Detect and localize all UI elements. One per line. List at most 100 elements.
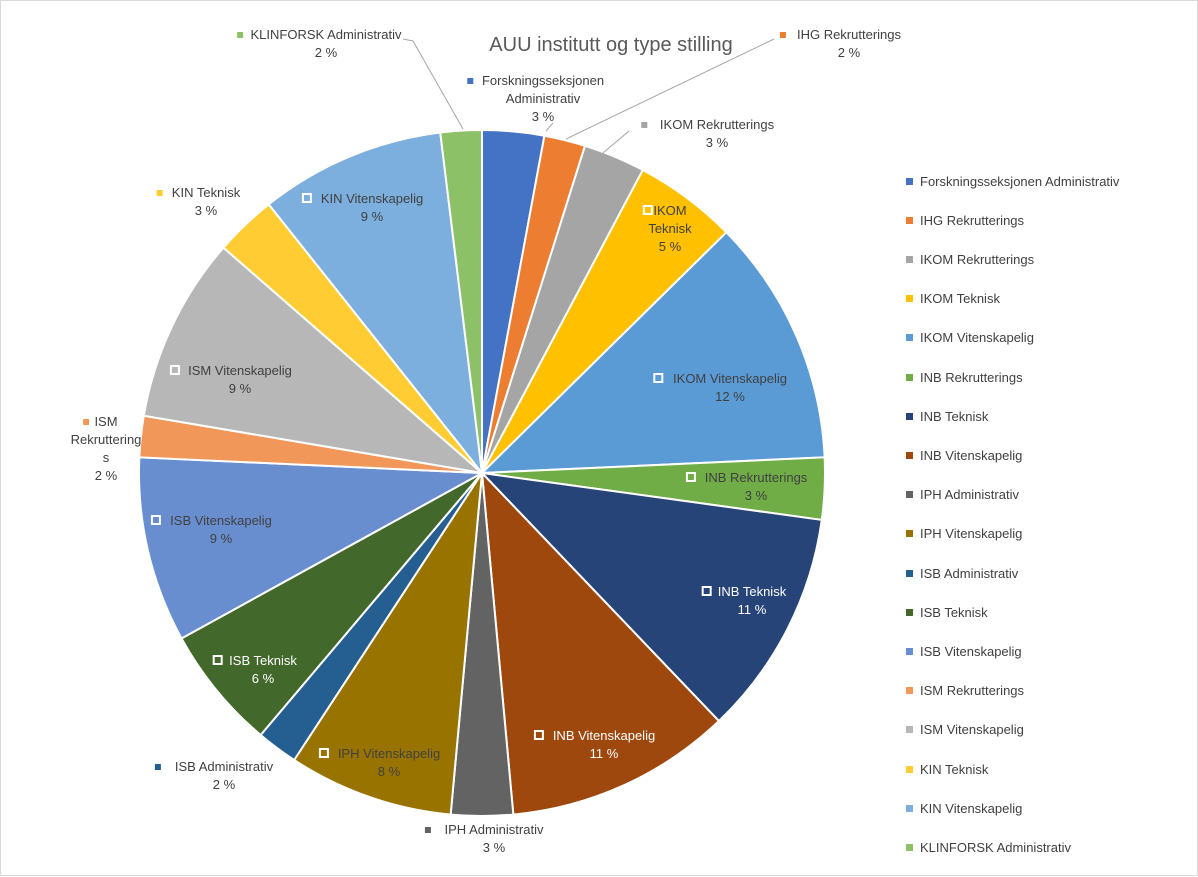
leader-line-ihg-rekrutterings	[565, 38, 775, 140]
data-label-text: KLINFORSK Administrativ	[251, 27, 402, 42]
data-label-key	[154, 764, 161, 770]
data-label-key	[685, 472, 696, 482]
data-label-kin-teknisk: KIN Teknisk 3 %	[156, 185, 241, 218]
legend-label: ISM Rekrutterings	[920, 683, 1025, 699]
data-label-klinforsk-administrativ: KLINFORSK Administrativ 2 %	[237, 27, 402, 60]
data-label-key	[237, 32, 244, 38]
data-label-value: 3 %	[532, 109, 555, 124]
data-label-key	[318, 748, 329, 758]
data-label-key	[701, 586, 712, 596]
legend-item-inb-rekrutterings: INB Rekrutterings	[906, 367, 1023, 387]
legend-label: KIN Vitenskapelig	[920, 800, 1023, 816]
data-label-key	[653, 373, 664, 383]
data-label-key	[83, 419, 90, 425]
legend-label: INB Rekrutterings	[920, 369, 1023, 385]
legend-swatch	[906, 373, 913, 381]
data-label-key	[424, 827, 431, 833]
legend-swatch	[906, 765, 913, 773]
legend-swatch	[906, 216, 913, 224]
data-label-value: 3 %	[483, 840, 506, 855]
data-label-value: 8 %	[378, 764, 401, 779]
data-label-forskningsseksjonen-administrativ: Forskningsseksjonen Administrativ 3 %	[467, 73, 604, 124]
leader-lines	[402, 38, 775, 154]
data-label-value: 2 %	[95, 468, 118, 483]
legend-item-ikom-vitenskapelig: IKOM Vitenskapelig	[906, 328, 1034, 348]
data-labels: Forskningsseksjonen Administrativ 3 % IHG R…	[71, 27, 902, 855]
legend-item-forskningsseksjonen-administrativ: Forskningsseksjonen Administrativ	[906, 171, 1119, 191]
legend-label: IKOM Vitenskapelig	[920, 330, 1034, 346]
legend-item-inb-teknisk: INB Teknisk	[906, 406, 988, 426]
legend-label: IHG Rekrutterings	[920, 212, 1025, 228]
data-label-text: IKOM Vitenskapelig	[673, 371, 787, 386]
legend-swatch	[906, 843, 913, 851]
data-label-value: 2 %	[838, 45, 861, 60]
legend-swatch	[906, 451, 913, 459]
legend-swatch	[906, 569, 913, 577]
data-label-value: 11 %	[590, 746, 619, 761]
data-label-value: 2 %	[315, 45, 338, 60]
leader-line-ikom-rekrutterings	[602, 130, 630, 154]
legend-item-inb-vitenskapelig: INB Vitenskapelig	[906, 445, 1022, 465]
legend-item-iph-vitenskapelig: IPH Vitenskapelig	[906, 524, 1022, 544]
data-label-key	[169, 365, 180, 375]
legend-swatch	[906, 295, 913, 303]
slice-iph-vitenskapelig	[292, 472, 483, 816]
data-label-value: 6 %	[252, 671, 275, 686]
data-label-text: ISM	[94, 414, 117, 429]
data-label-key	[467, 78, 474, 84]
data-label-text: INB Vitenskapelig	[553, 728, 655, 743]
data-label-key	[642, 205, 653, 215]
legend-item-ihg-rekrutterings: IHG Rekrutterings	[906, 210, 1024, 230]
legend-swatch	[906, 726, 913, 734]
data-label-ism-vitenskapelig: ISM Vitenskapelig 9 %	[169, 363, 292, 396]
data-label-text: s	[103, 450, 110, 465]
data-label-text: ISM Vitenskapelig	[188, 363, 292, 378]
legend-item-ikom-teknisk: IKOM Teknisk	[906, 289, 1000, 309]
data-label-text: Administrativ	[506, 91, 581, 106]
data-label-text: INB Rekrutterings	[705, 470, 808, 485]
data-label-text: IPH Administrativ	[445, 822, 544, 837]
slice-ikom-vitenskapelig	[479, 230, 826, 475]
legend-swatch	[906, 412, 913, 420]
legend-label: Forskningsseksjonen Administrativ	[920, 173, 1120, 189]
data-label-isb-vitenskapelig: ISB Vitenskapelig 9 %	[150, 513, 272, 546]
data-label-value: 3 %	[745, 488, 768, 503]
legend-item-isb-teknisk: ISB Teknisk	[906, 602, 988, 622]
legend-label: ISB Vitenskapelig	[920, 643, 1022, 659]
slice-inb-vitenskapelig	[480, 470, 721, 816]
legend-item-isb-administrativ: ISB Administrativ	[906, 563, 1018, 583]
pie-slices	[138, 128, 826, 817]
data-label-key	[779, 32, 786, 38]
data-label-text: KIN Vitenskapelig	[321, 191, 423, 206]
data-label-key	[150, 515, 161, 525]
data-label-text: Rekruttering	[71, 432, 142, 447]
legend-swatch	[906, 647, 913, 655]
legend-label: IKOM Teknisk	[920, 291, 1000, 307]
data-label-text: Forskningsseksjonen	[482, 73, 604, 88]
data-label-text: Teknisk	[648, 221, 692, 236]
legend-label: ISM Vitenskapelig	[920, 722, 1024, 738]
data-label-value: 9 %	[229, 381, 252, 396]
data-label-ikom-vitenskapelig: IKOM Vitenskapelig 12 %	[653, 371, 787, 404]
legend-swatch	[906, 530, 913, 538]
leader-line-forskningsseksjonen-administrativ	[545, 122, 554, 132]
legend-swatch	[906, 491, 913, 499]
legend-item-klinforsk-administrativ: KLINFORSK Administrativ	[906, 837, 1071, 857]
data-label-value: 9 %	[361, 209, 384, 224]
legend-swatch	[906, 334, 913, 342]
slice-ism-vitenskapelig	[142, 246, 486, 475]
data-label-value: 11 %	[738, 602, 767, 617]
data-label-key	[156, 190, 163, 196]
chart-title: AUU institutt og type stilling	[489, 34, 732, 56]
data-label-text: IPH Vitenskapelig	[338, 746, 440, 761]
legend-swatch	[906, 687, 913, 695]
slice-kin-vitenskapelig	[267, 131, 484, 477]
data-label-isb-teknisk: ISB Teknisk 6 %	[212, 653, 297, 686]
data-label-value: 5 %	[659, 239, 682, 254]
legend-swatch	[906, 804, 913, 812]
data-label-inb-rekrutterings: INB Rekrutterings 3 %	[685, 470, 808, 503]
data-label-iph-vitenskapelig: IPH Vitenskapelig 8 %	[318, 746, 440, 779]
legend-label: ISB Teknisk	[920, 604, 988, 620]
